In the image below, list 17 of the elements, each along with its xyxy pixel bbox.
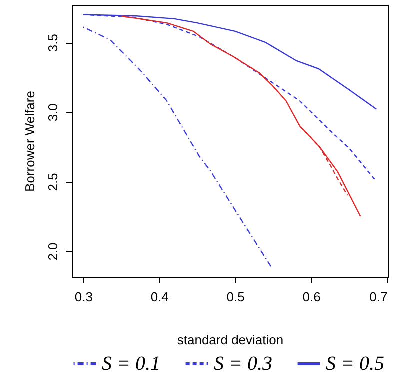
x-tick-label: 0.3 [74, 290, 93, 304]
x-tick-label: 0.6 [302, 290, 321, 304]
line-series [299, 125, 348, 196]
line-series [82, 26, 272, 268]
x-tick-label: 0.7 [370, 290, 388, 304]
y-tick-label: 2.0 [46, 242, 60, 261]
y-tick-label: 3.0 [46, 104, 60, 122]
x-axis-title: standard deviation [177, 332, 284, 348]
y-tick-label: 3.5 [46, 34, 60, 52]
legend-label: S = 0.3 [214, 353, 272, 375]
legend-label: S = 0.5 [326, 353, 384, 375]
x-tick-label: 0.5 [226, 290, 245, 304]
x-tick-label: 0.4 [150, 290, 169, 304]
line-series [120, 16, 362, 218]
legend-label: S = 0.1 [102, 353, 160, 375]
y-tick-label: 2.5 [46, 173, 60, 192]
y-axis-title: Borrower Welfare [22, 91, 38, 192]
